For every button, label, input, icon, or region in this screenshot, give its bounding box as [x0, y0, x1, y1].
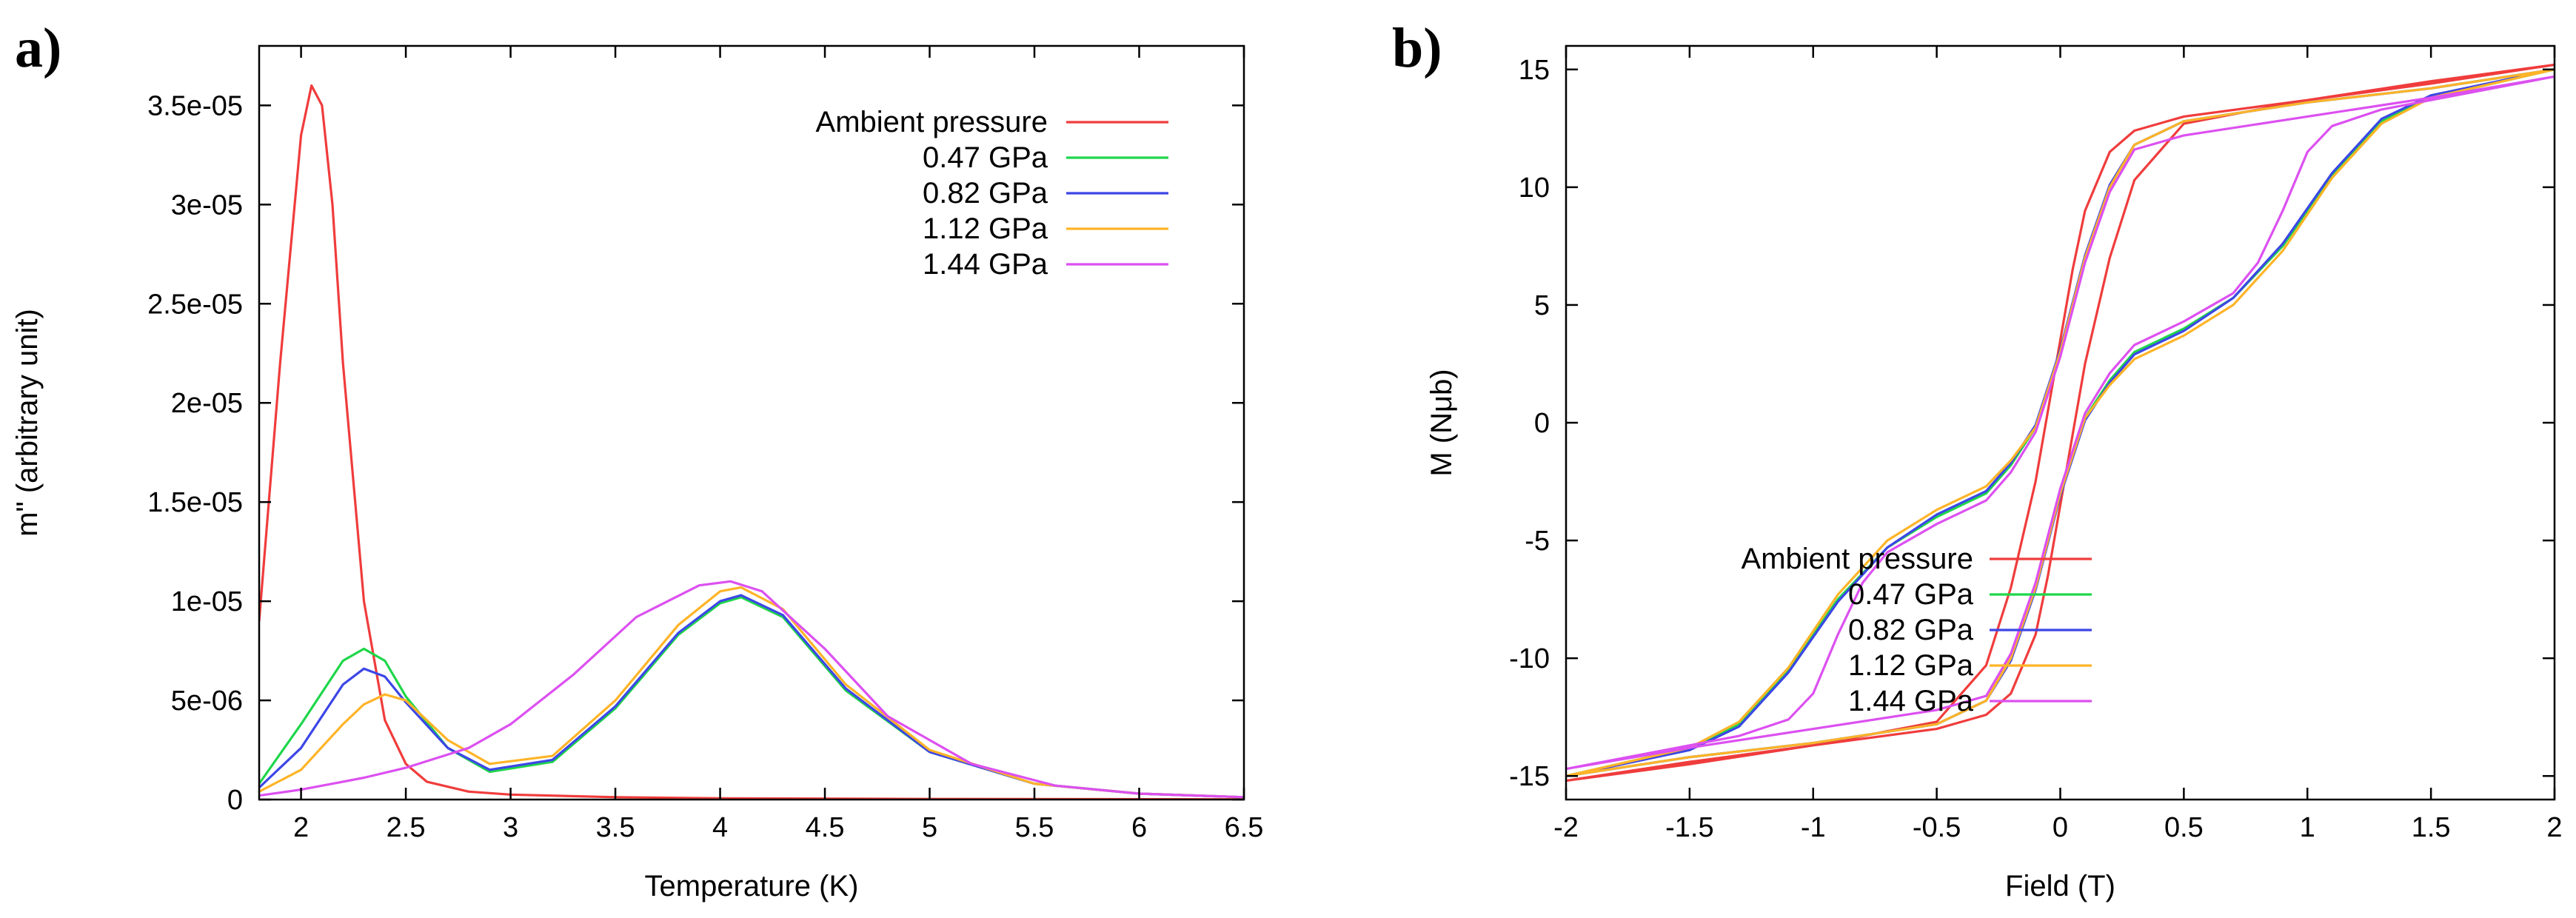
series-line-2 — [259, 594, 1244, 799]
y-tick-label: 0 — [227, 785, 243, 816]
legend-label: 0.82 GPa — [923, 177, 1048, 210]
y-axis-label: m" (arbitrary unit) — [11, 309, 44, 537]
y-tick-label: 15 — [1519, 55, 1550, 86]
y-tick-label: -15 — [1509, 761, 1550, 792]
y-tick-label: -10 — [1509, 643, 1550, 674]
legend-label: 1.44 GPa — [1848, 685, 1974, 717]
legend-label: 0.47 GPa — [1848, 578, 1974, 611]
series-group — [259, 84, 1244, 800]
x-tick-label: 5.5 — [1015, 812, 1054, 843]
legend-label: 1.12 GPa — [923, 212, 1048, 245]
y-tick-label: 3.5e-05 — [147, 90, 243, 121]
x-tick-label: -2 — [1553, 812, 1579, 843]
x-tick-label: 1 — [2300, 812, 2315, 843]
x-tick-label: 4 — [712, 812, 728, 843]
series-line-0 — [1566, 63, 2555, 783]
legend-label: 0.47 GPa — [923, 141, 1048, 174]
series-line-4 — [259, 580, 1244, 799]
series-line-1 — [1566, 68, 2555, 777]
panel-letter: b) — [1392, 17, 1442, 79]
y-tick-label: 10 — [1519, 172, 1550, 204]
series-line-4 — [1566, 75, 2555, 771]
series-line-3 — [259, 586, 1244, 799]
panel-letter: a) — [15, 17, 61, 79]
x-tick-label: 6.5 — [1225, 812, 1264, 843]
x-tick-label: 3 — [503, 812, 518, 843]
y-axis-label: M (Nμb) — [1425, 369, 1458, 476]
chart-a: a) 2 2.5 3 3.5 4 4.5 5 5.5 6 6.5 0 5e-06 1e-05 1.5e-05… — [11, 17, 1263, 902]
x-axis-label: Temperature (K) — [645, 870, 859, 902]
x-axis-label: Field (T) — [2005, 870, 2115, 902]
x-tick-label: 6 — [1131, 812, 1147, 843]
x-tick-label: 1.5 — [2412, 812, 2451, 843]
y-tick-label: 1e-05 — [171, 586, 243, 617]
legend-label: 0.82 GPa — [1848, 614, 1974, 646]
x-tick-label: 0 — [2053, 812, 2068, 843]
series-line-3 — [1566, 68, 2555, 777]
legend-label: Ambient pressure — [1742, 543, 1973, 575]
x-tick-label: 2 — [2546, 812, 2562, 843]
legend-label: Ambient pressure — [816, 106, 1048, 138]
x-tick-label: -1 — [1801, 812, 1826, 843]
x-tick-label: -1.5 — [1665, 812, 1713, 843]
y-tick-label: 0 — [1534, 408, 1550, 439]
series-line-0 — [259, 84, 1244, 800]
x-tick-label: 5 — [922, 812, 937, 843]
y-tick-label: 1.5e-05 — [147, 487, 243, 518]
x-tick-label: 0.5 — [2164, 812, 2204, 843]
y-tick-label: 2e-05 — [171, 388, 243, 419]
x-tick-label: 4.5 — [806, 812, 845, 843]
x-tick-label: -0.5 — [1913, 812, 1961, 843]
legend-label: 1.12 GPa — [1848, 649, 1974, 682]
series-line-2 — [1566, 68, 2555, 777]
series-group — [1566, 63, 2555, 783]
y-tick-label: 5e-06 — [171, 686, 243, 717]
x-tick-label: 3.5 — [596, 812, 635, 843]
y-tick-label: -5 — [1525, 526, 1550, 557]
plot-frame — [258, 44, 1245, 801]
y-tick-label: 3e-05 — [171, 190, 243, 221]
x-tick-label: 2.5 — [387, 812, 426, 843]
y-tick-label: 5 — [1534, 290, 1550, 321]
x-tick-label: 2 — [293, 812, 309, 843]
y-tick-label: 2.5e-05 — [147, 289, 243, 320]
plot-frame — [1565, 44, 2556, 801]
chart-b: b) -2 -1.5 -1 -0.5 0 0.5 1 1.5 2 -15 -10 -5 0 5 10 15 Fie… — [1392, 17, 2563, 902]
legend-label: 1.44 GPa — [923, 248, 1048, 281]
